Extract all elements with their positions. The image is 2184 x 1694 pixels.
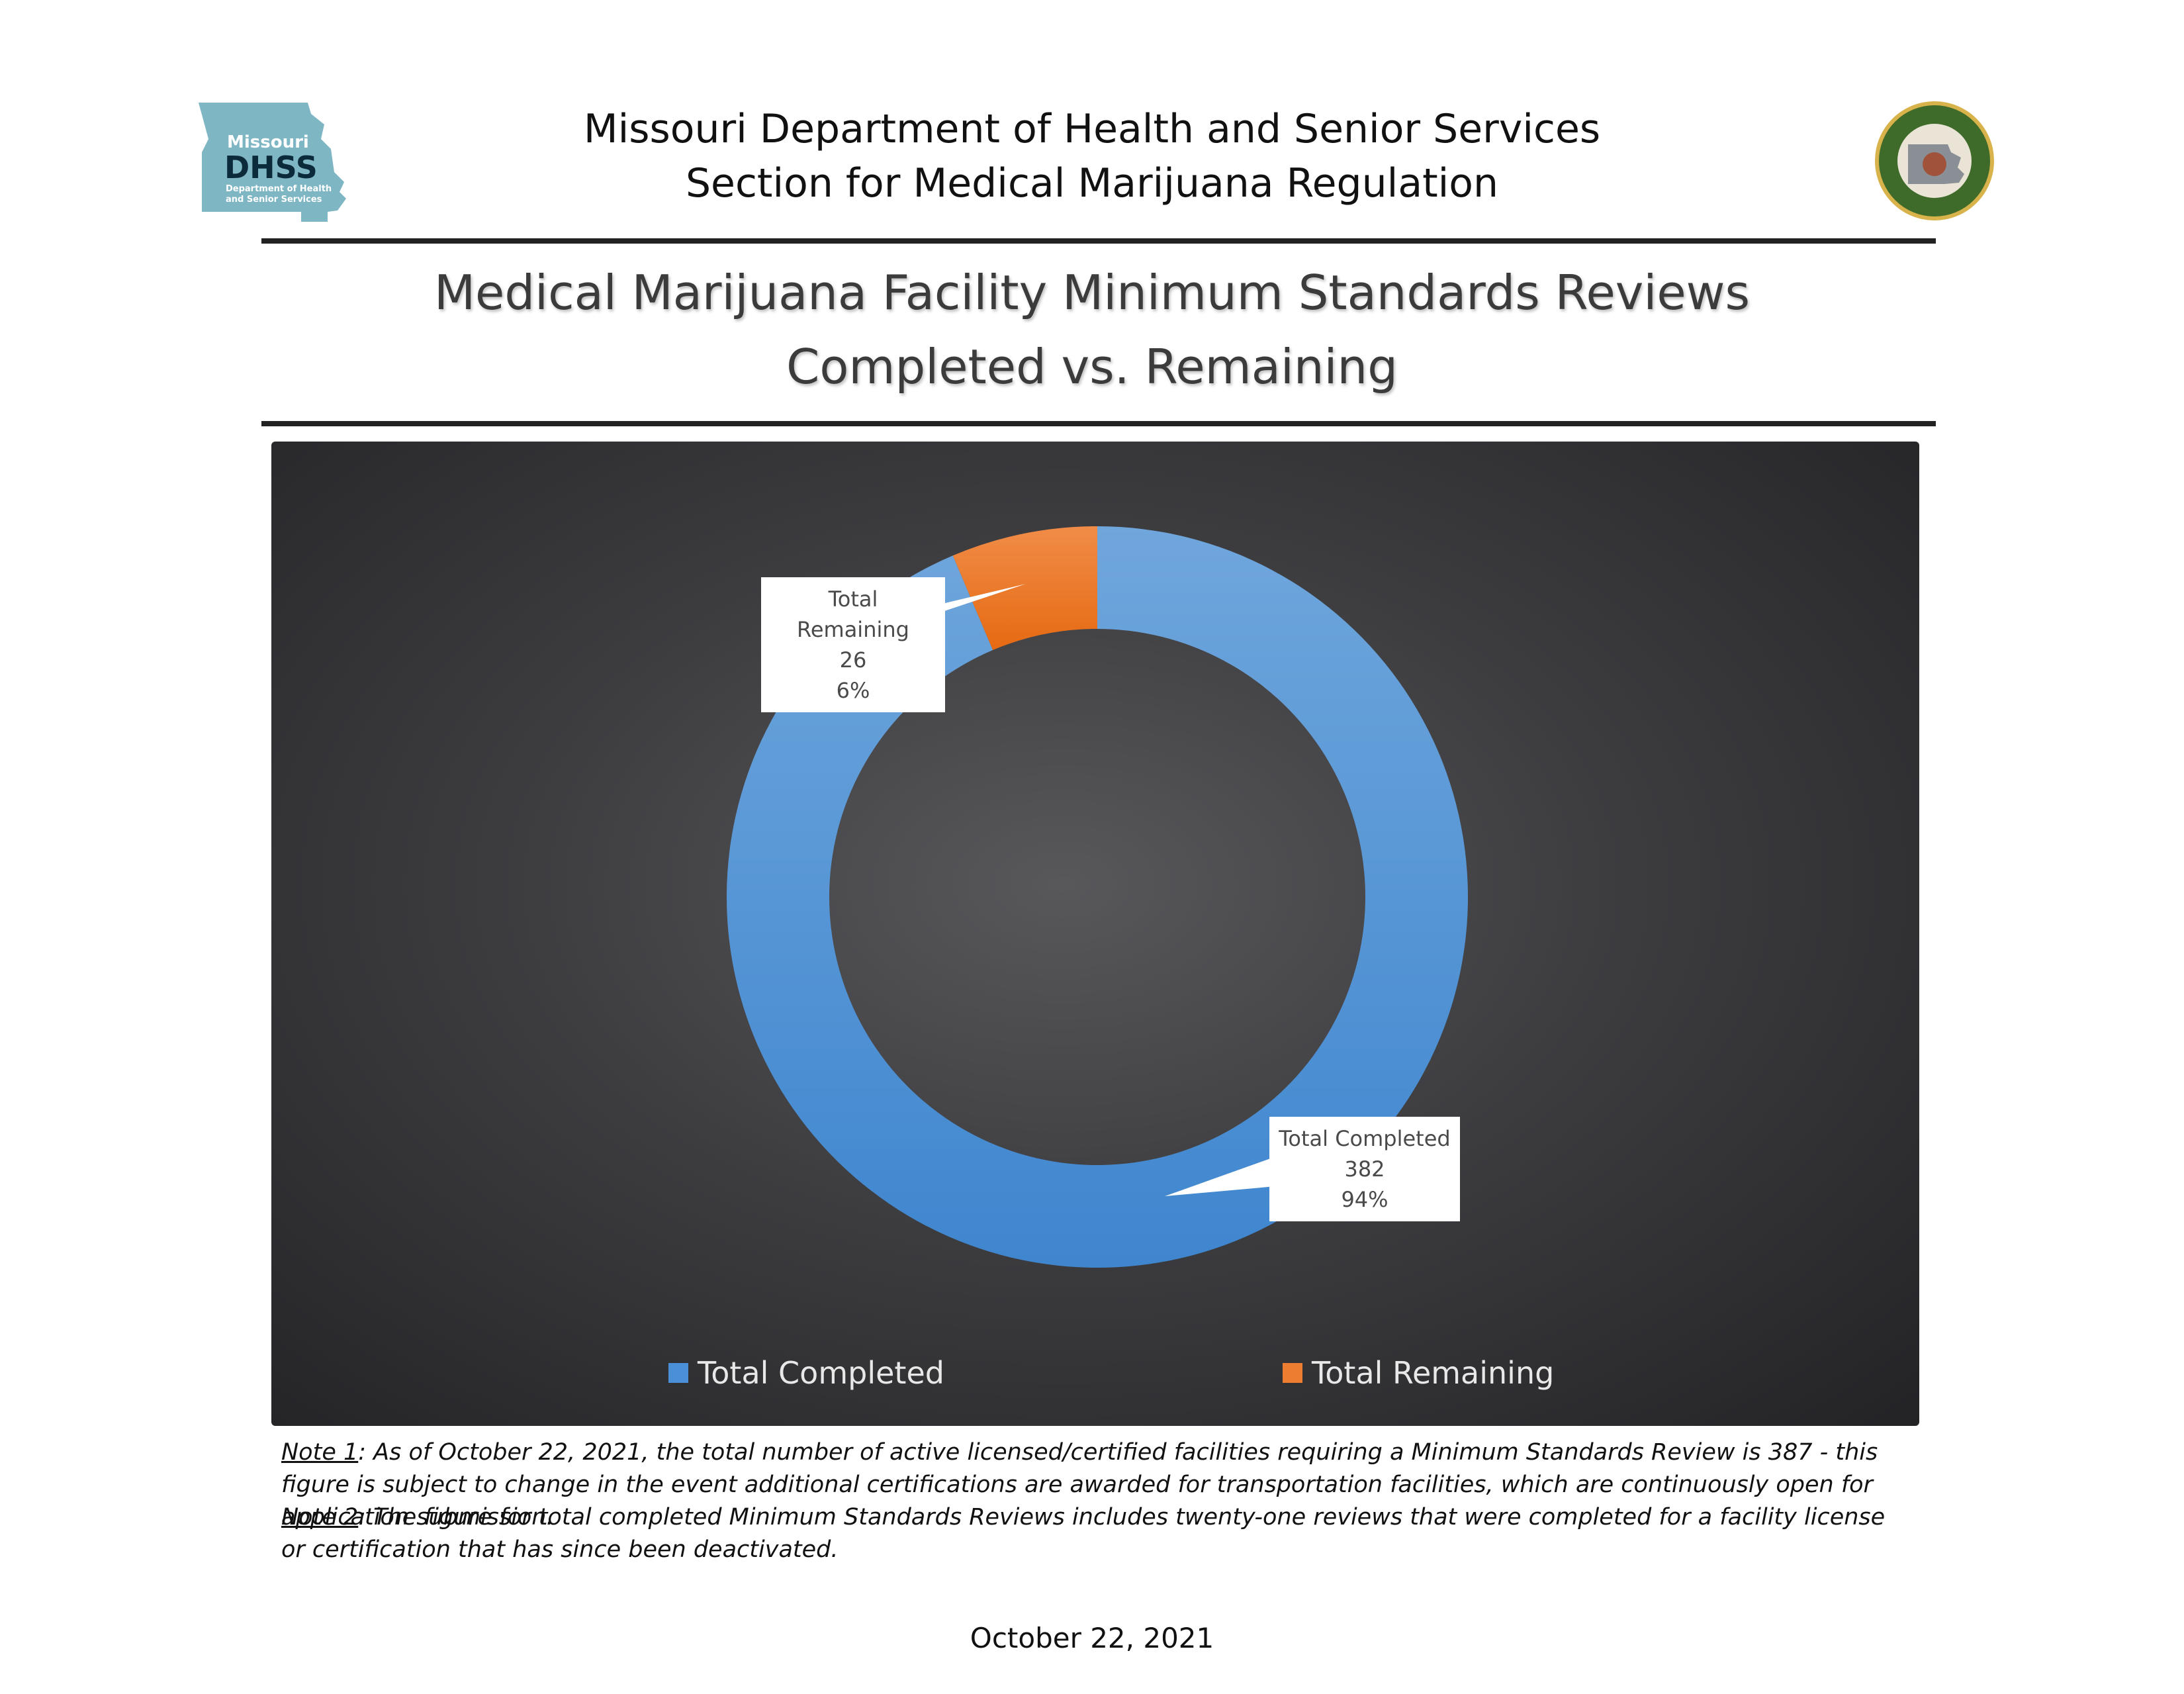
note-1: Note 1: As of October 22, 2021, the tota… [281,1436,1916,1534]
header-line-2: Section for Medical Marijuana Regulation [685,160,1499,207]
state-seal-icon [1875,101,1994,220]
logo-line-2: DHSS [224,150,318,185]
chart-title-line-1: Medical Marijuana Facility Minimum Stand… [433,265,1751,320]
footer-date: October 22, 2021 [970,1622,1214,1654]
logo-line-4: and Senior Services [226,195,322,205]
data-label-remaining-name: Total Remaining [797,587,909,642]
missouri-map-icon [199,103,346,222]
legend-item-completed: Total Completed [668,1355,944,1391]
bottom-rule [261,421,1936,426]
note-2-text: : The figure for total completed Minimum… [281,1504,1886,1563]
doughnut-chart [727,526,1468,1268]
data-label-completed-percent: 94% [1341,1187,1388,1212]
legend-swatch-remaining [1283,1363,1302,1383]
doughnut-slice-remaining [952,526,1097,651]
note-2-label: Note 2 [281,1504,359,1530]
callout-pointer-completed [1165,1156,1276,1196]
legend-label-remaining: Total Remaining [1312,1355,1555,1391]
chart-title-line-2: Completed vs. Remaining [786,339,1398,395]
top-rule [261,238,1936,244]
data-label-completed-value: 382 [1344,1156,1385,1182]
data-label-remaining-value: 26 [839,647,867,673]
data-label-completed: Total Completed 382 94% [1269,1117,1460,1221]
data-label-remaining: Total Remaining 26 6% [761,577,945,712]
note-1-label: Note 1 [281,1439,359,1466]
note-2: Note 2: The figure for total completed M… [281,1501,1916,1566]
chart-panel: Total Remaining 26 6% Total Completed 38… [271,442,1919,1426]
legend-label-completed: Total Completed [698,1355,944,1391]
legend-item-remaining: Total Remaining [1283,1355,1554,1391]
logo-line-3: Department of Health [226,184,332,194]
seal-logo [1872,98,1997,224]
data-label-remaining-percent: 6% [836,678,870,703]
logo-line-1: Missouri [227,132,309,152]
data-label-completed-name: Total Completed [1279,1126,1451,1151]
header-line-1: Missouri Department of Health and Senior… [583,106,1601,152]
note-1-text: : As of October 22, 2021, the total numb… [281,1439,1878,1530]
dhss-logo: Missouri DHSS Department of Health and S… [195,99,347,225]
legend-swatch-completed [668,1363,688,1383]
